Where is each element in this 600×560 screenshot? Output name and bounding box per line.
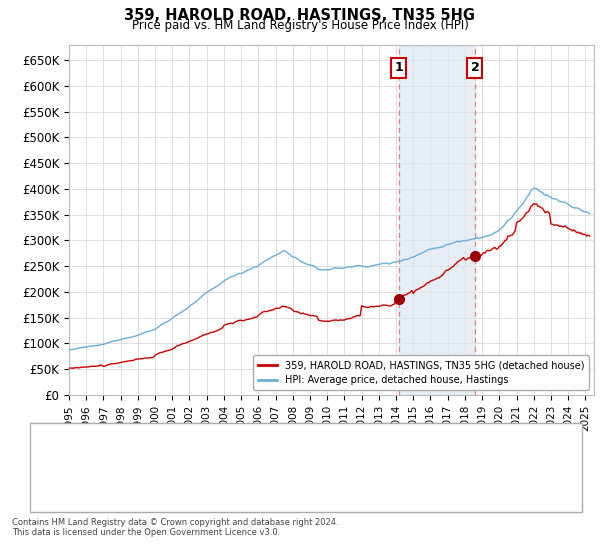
Bar (398, 45, 475, 395)
Text: 2: 2 (44, 483, 52, 497)
Text: 359, HAROLD ROAD, HASTINGS, TN35 5HG: 359, HAROLD ROAD, HASTINGS, TN35 5HG (125, 8, 476, 24)
Text: Contains HM Land Registry data © Crown copyright and database right 2024.
This d: Contains HM Land Registry data © Crown c… (12, 518, 338, 538)
Text: 1: 1 (44, 438, 52, 452)
Text: £270,000: £270,000 (241, 483, 299, 497)
Text: Price paid vs. HM Land Registry's House Price Index (HPI): Price paid vs. HM Land Registry's House … (131, 19, 469, 32)
Text: 27-FEB-2014: 27-FEB-2014 (87, 438, 165, 452)
Text: 2: 2 (470, 62, 479, 74)
Text: 03-AUG-2018: 03-AUG-2018 (87, 483, 165, 497)
Text: 31% ↓ HPI: 31% ↓ HPI (388, 483, 452, 497)
Text: 1: 1 (394, 62, 403, 74)
Text: £187,000: £187,000 (241, 438, 299, 452)
Text: 28% ↓ HPI: 28% ↓ HPI (388, 438, 452, 452)
Legend: 359, HAROLD ROAD, HASTINGS, TN35 5HG (detached house), HPI: Average price, detac: 359, HAROLD ROAD, HASTINGS, TN35 5HG (de… (253, 356, 589, 390)
